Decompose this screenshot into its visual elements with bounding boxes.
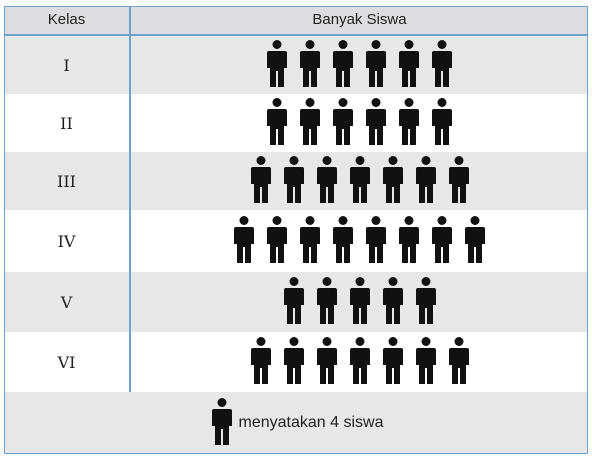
person-icon — [393, 216, 426, 266]
person-icon — [442, 337, 475, 387]
icon-group — [131, 210, 588, 272]
person-icon — [376, 156, 409, 206]
person-icon — [244, 337, 277, 387]
person-icon — [442, 156, 475, 206]
person-icon — [360, 216, 393, 266]
person-icon — [426, 216, 459, 266]
person-icon — [261, 98, 294, 148]
class-label: III — [57, 171, 76, 191]
icon-group — [131, 152, 588, 210]
person-icon — [393, 40, 426, 90]
person-icon — [376, 277, 409, 327]
person-icon — [327, 98, 360, 148]
person-icon — [409, 337, 442, 387]
person-icon — [277, 277, 310, 327]
person-icon — [343, 156, 376, 206]
person-icon — [310, 277, 343, 327]
class-label: V — [60, 292, 73, 312]
person-icon — [209, 398, 235, 448]
legend-row: menyatakan 4 siswa — [4, 392, 588, 454]
icon-group — [131, 332, 588, 392]
person-icon — [277, 337, 310, 387]
class-label: I — [63, 55, 70, 75]
person-icon — [261, 40, 294, 90]
person-icon — [409, 277, 442, 327]
row-VI: VI — [4, 332, 588, 394]
person-icon — [343, 277, 376, 327]
class-label: II — [60, 113, 73, 133]
person-icon — [426, 98, 459, 148]
person-icon — [294, 40, 327, 90]
row-IV: IV — [4, 210, 588, 274]
person-icon — [310, 337, 343, 387]
icon-group — [131, 272, 588, 332]
person-icon — [343, 337, 376, 387]
person-icon — [376, 337, 409, 387]
icon-group — [131, 94, 588, 152]
column-divider — [129, 6, 131, 392]
person-icon — [228, 216, 261, 266]
person-icon — [277, 156, 310, 206]
person-icon — [393, 98, 426, 148]
class-label: IV — [57, 231, 76, 251]
header-row: Kelas Banyak Siswa — [4, 6, 588, 36]
person-icon — [244, 156, 277, 206]
person-icon — [426, 40, 459, 90]
class-label: VI — [57, 352, 76, 372]
person-icon — [294, 98, 327, 148]
icon-group — [131, 36, 588, 94]
person-icon — [294, 216, 327, 266]
legend-text: menyatakan 4 siswa — [238, 414, 384, 431]
person-icon — [327, 216, 360, 266]
pictogram-table: Kelas Banyak Siswa I II III IV V VI menyataka… — [4, 6, 588, 454]
banyak-siswa-header: Banyak Siswa — [312, 11, 407, 28]
person-icon — [310, 156, 343, 206]
person-icon — [409, 156, 442, 206]
person-icon — [360, 40, 393, 90]
table-frame — [4, 6, 588, 454]
kelas-header: Kelas — [47, 11, 86, 28]
person-icon — [360, 98, 393, 148]
person-icon — [261, 216, 294, 266]
person-icon — [459, 216, 492, 266]
row-III: III — [4, 152, 588, 212]
person-icon — [327, 40, 360, 90]
